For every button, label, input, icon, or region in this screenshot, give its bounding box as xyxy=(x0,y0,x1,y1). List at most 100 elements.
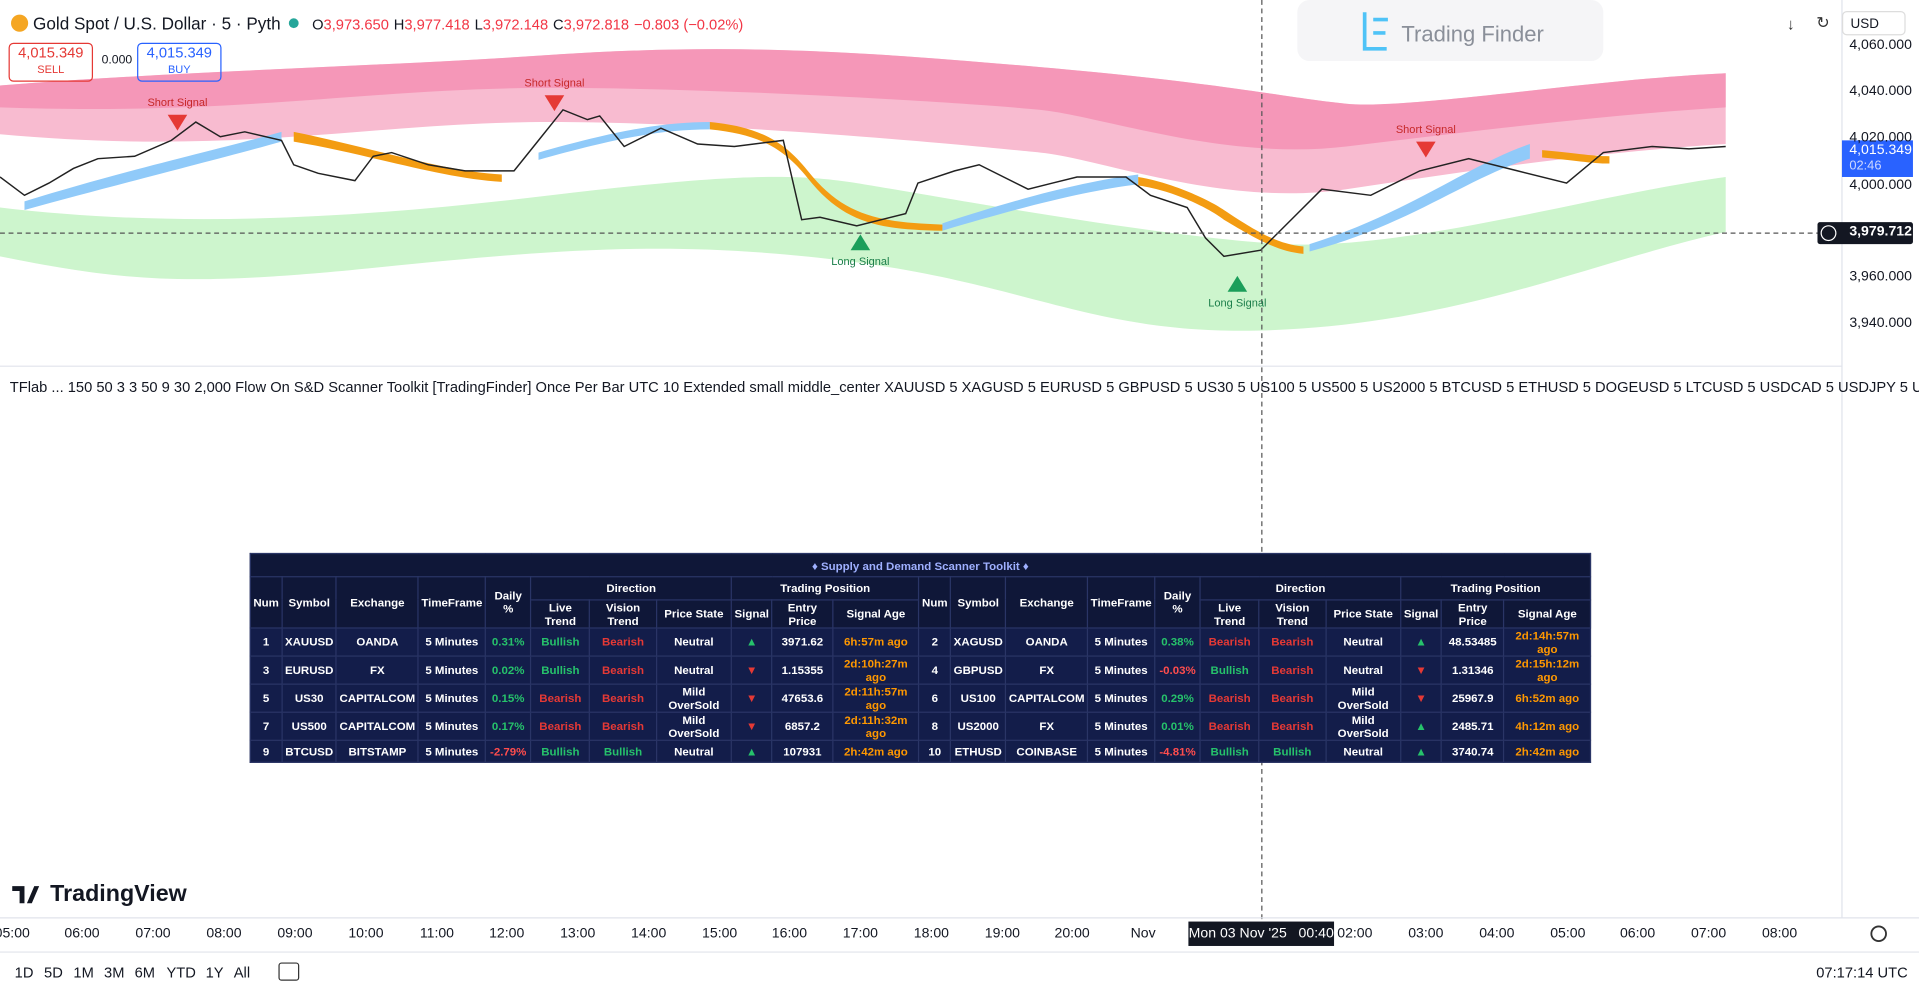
last-price: 4,015.349 02:46 xyxy=(1849,143,1912,175)
price-line xyxy=(0,108,1726,258)
sell-button[interactable]: 4,015.349 SELL xyxy=(8,42,94,82)
table-cell: 5 Minutes xyxy=(417,654,487,685)
table-cell: Mild OverSold xyxy=(1324,682,1402,713)
table-cell: 2485.71 xyxy=(1440,710,1505,741)
table-cell: ▲ xyxy=(730,739,773,763)
table-cell: Bearish xyxy=(1199,682,1260,713)
range-button[interactable]: 5D xyxy=(44,964,63,982)
currency-select[interactable]: USD xyxy=(1841,10,1906,36)
table-cell: 0.17% xyxy=(484,710,532,741)
table-cell: 5 Minutes xyxy=(1086,626,1156,657)
table-title: ♦ Supply and Demand Scanner Toolkit ♦ xyxy=(249,552,1592,578)
add-icon[interactable] xyxy=(1820,225,1837,242)
range-button[interactable]: 3M xyxy=(104,964,125,982)
column-header: Signal xyxy=(730,598,773,628)
time-tick-label: 03:00 xyxy=(1408,926,1444,942)
table-cell: Bullish xyxy=(530,654,591,685)
table-cell: 5 Minutes xyxy=(417,626,487,657)
table-cell: 5 Minutes xyxy=(417,710,487,741)
ohlc-value: 3,977.418 xyxy=(404,15,470,33)
range-button[interactable]: 1Y xyxy=(205,964,224,982)
table-row: 5 US30 CAPITALCOM 5 Minutes 0.15% Bearish Bear… xyxy=(249,682,1592,713)
table-cell: 2 xyxy=(918,626,952,657)
group-header: Direction xyxy=(530,576,733,600)
table-cell: Bullish xyxy=(1258,739,1327,763)
last-price-box xyxy=(1841,140,1913,177)
price-tick-label: 4,000.000 xyxy=(1849,178,1912,193)
countdown: 02:46 xyxy=(1849,158,1882,174)
table-cell: CAPITALCOM xyxy=(335,710,419,741)
table-cell: FX xyxy=(1005,710,1089,741)
ohlc: O3,973.650 H3,977.418 L3,972.148 C3,972.818… xyxy=(312,16,743,33)
time-tick-label: 16:00 xyxy=(771,926,808,942)
table-row: 9 BTCUSD BITSTAMP 5 Minutes -2.79% Bullish Bul… xyxy=(249,739,1592,763)
table-cell: 3971.62 xyxy=(771,626,834,657)
table-cell: 5 xyxy=(249,682,283,713)
table-title-row: ♦ Supply and Demand Scanner Toolkit ♦ xyxy=(249,552,1592,578)
column-header: Live Trend xyxy=(530,598,591,628)
column-header: Vision Trend xyxy=(1258,598,1327,628)
time-tick-label: Nov xyxy=(1130,926,1156,942)
table-cell: 1.15355 xyxy=(771,654,834,685)
table-cell: ▼ xyxy=(730,710,773,741)
table-cell: 3 xyxy=(249,654,283,685)
table-cell: 0.29% xyxy=(1154,682,1201,713)
table-row: 7 US500 CAPITALCOM 5 Minutes 0.17% Bearish Bea… xyxy=(249,710,1592,741)
time-tick-label: 05:00 xyxy=(1550,926,1586,942)
refresh-button[interactable]: ↻ xyxy=(1816,13,1830,32)
table-cell: Mild OverSold xyxy=(655,682,733,713)
table-cell: Bearish xyxy=(530,710,591,741)
range-button[interactable]: YTD xyxy=(166,964,196,982)
table-cell: 1.31346 xyxy=(1440,654,1505,685)
table-cell: Bearish xyxy=(1199,626,1260,657)
table-cell: 5 Minutes xyxy=(1086,710,1156,741)
table-row: 1 XAUUSD OANDA 5 Minutes 0.31% Bullish Bearish… xyxy=(249,626,1592,657)
range-button[interactable]: 6M xyxy=(134,964,156,982)
table-cell: ▲ xyxy=(1400,710,1442,741)
time-tick-label: 05:00 xyxy=(0,926,30,942)
brand-overlay xyxy=(1297,0,1604,62)
time-tick-label: 15:00 xyxy=(702,926,738,942)
ohlc-value: 3,973.650 xyxy=(323,15,389,33)
table-cell: Neutral xyxy=(1324,626,1402,657)
table-cell: 1 xyxy=(249,626,283,657)
brand: Trading Finder xyxy=(1401,21,1544,47)
table-cell: Mild OverSold xyxy=(1324,710,1402,741)
ohlc-key: H xyxy=(393,15,405,33)
column-header: Price State xyxy=(655,598,733,628)
column-header: Signal xyxy=(1400,598,1442,628)
table-cell: ▲ xyxy=(1400,626,1442,657)
column-header: Symbol xyxy=(949,576,1007,628)
table-cell: Bearish xyxy=(530,682,591,713)
group-header: Trading Position xyxy=(1400,576,1592,600)
time-tick-label: 11:00 xyxy=(419,926,455,942)
ohlc-value: 3,972.818 xyxy=(563,15,630,33)
crosshair-time: Mon 03 Nov '25 00:40 xyxy=(1188,926,1334,942)
price-tick-label: 4,020.000 xyxy=(1849,130,1912,146)
download-button[interactable]: ↓ xyxy=(1786,14,1795,33)
range-button[interactable]: 1D xyxy=(14,964,34,982)
chart-bands xyxy=(0,49,1726,331)
table-cell: 10 xyxy=(918,739,952,763)
table-cell: FX xyxy=(1005,654,1089,685)
range-button[interactable]: 1M xyxy=(73,964,94,982)
column-header: Exchange xyxy=(1005,576,1089,628)
table-cell: OANDA xyxy=(1005,626,1089,657)
table-cell: Mild OverSold xyxy=(655,710,733,741)
table-cell: 47653.6 xyxy=(771,682,834,713)
table-cell: 4 xyxy=(918,654,952,685)
table-cell: 0.38% xyxy=(1154,626,1201,657)
table-cell: Bearish xyxy=(1258,710,1327,741)
table-cell: 8 xyxy=(918,710,952,741)
time-tick-label: 02:00 xyxy=(1337,926,1373,942)
price-tick-label: 4,060.000 xyxy=(1849,37,1912,53)
table-cell: Bullish xyxy=(1199,739,1260,763)
buy-button[interactable]: 4,015.349 BUY xyxy=(137,42,222,82)
range-button[interactable]: All xyxy=(233,964,251,982)
settings-icon[interactable] xyxy=(1870,925,1887,942)
table-cell: OANDA xyxy=(335,626,419,657)
table-cell: Neutral xyxy=(1324,739,1402,763)
table-cell: 0.01% xyxy=(1154,710,1201,741)
short-marker xyxy=(167,114,188,131)
calendar-icon[interactable] xyxy=(278,962,300,981)
